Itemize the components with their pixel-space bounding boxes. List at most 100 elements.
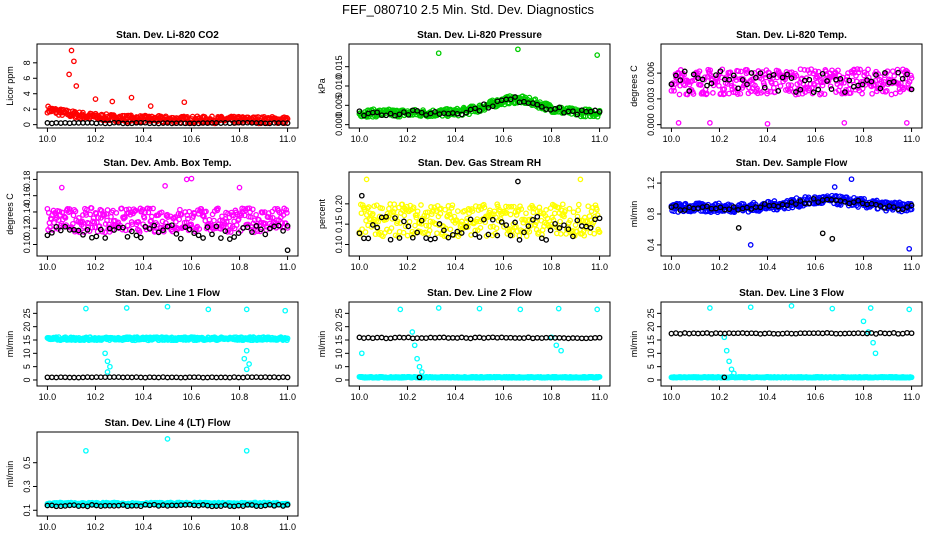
y-tick-label: 0.015 [334,55,344,78]
data-point [806,76,813,83]
data-point [892,90,899,97]
data-point [106,374,113,381]
y-axis-label: percent [317,198,327,229]
data-point [675,120,682,126]
data-point [374,334,381,341]
y-tick-label: 8 [22,60,32,65]
plot-title: Stan. Dev. Li-820 Temp. [736,30,847,41]
y-tick-label: 0.5 [22,456,32,469]
data-point [437,210,444,217]
data-point [882,70,888,76]
data-point [565,226,572,233]
y-tick-label: 0 [334,377,344,382]
data-point [62,374,69,381]
data-point [75,227,82,234]
data-point [857,66,863,73]
data-point [72,208,79,215]
data-point [399,201,406,208]
data-point [369,335,376,342]
data-point [577,176,584,183]
y-tick-label: 0.000 [646,113,656,136]
x-tick-label: 10.6 [183,392,201,402]
data-point [414,229,421,236]
y-tick-label: 10 [646,348,656,358]
data-point [233,222,240,228]
data-point [243,366,250,373]
data-point [855,197,862,204]
data-point [436,221,443,227]
data-point [543,334,550,341]
series-all [668,66,915,127]
data-point [559,201,566,208]
data-point [561,222,567,229]
y-tick-label: 20 [646,322,656,332]
data-point [95,214,102,221]
data-point [68,47,75,54]
data-point [87,211,94,218]
data-point [372,231,379,238]
data-point [686,81,693,88]
plot-title: Stan. Dev. Gas Stream RH [418,158,541,169]
data-point [449,231,456,238]
data-point [365,204,372,210]
data-point [458,230,465,236]
data-point [151,374,158,381]
data-point [676,91,683,98]
data-point [80,120,86,126]
data-point [401,212,408,219]
data-point [388,225,395,231]
x-tick-label: 10.8 [543,134,561,144]
data-point [434,230,440,237]
data-point [423,222,430,229]
y-axis-label: ml/min [629,201,639,228]
data-point [726,330,733,336]
data-point [793,89,799,95]
data-point [251,229,257,236]
y-axis-label: degrees C [629,65,639,107]
data-point [463,109,470,116]
data-point [860,318,867,325]
data-point [363,176,370,183]
data-point [188,175,195,182]
series-selected [44,374,291,381]
data-point [899,206,906,213]
data-point [523,210,529,217]
data-point [521,335,527,341]
x-tick-label: 10.4 [447,392,465,402]
data-point [397,306,404,313]
data-point [537,210,544,216]
data-point [498,219,505,225]
data-point [104,207,111,213]
data-point [53,119,60,126]
data-point [458,111,465,118]
x-tick-label: 10.2 [87,134,105,144]
data-point [530,216,536,223]
data-point [111,227,117,233]
data-point [266,374,273,381]
data-point [49,120,55,127]
data-point [531,205,537,212]
data-point [435,305,442,311]
series-selected [356,94,603,119]
data-point [44,232,51,239]
y-tick-label: 0 [22,122,32,127]
data-point [835,67,841,74]
data-point [485,334,492,341]
data-point [596,229,603,235]
data-point [104,358,111,365]
data-point [231,234,238,240]
data-point [551,210,558,217]
data-point [797,198,804,204]
panel-line1: Stan. Dev. Line 1 Flow ml/min 10.0 10.2 10.4… [5,288,299,402]
data-point [448,205,455,211]
data-point [79,218,86,225]
data-point [908,330,915,337]
data-point [801,67,808,73]
data-point [71,119,77,126]
data-point [516,335,523,341]
x-tick-label: 10.0 [351,262,369,272]
x-tick-label: 10.2 [87,522,105,532]
data-point [120,224,126,231]
data-point [458,218,465,225]
data-point [427,218,434,225]
